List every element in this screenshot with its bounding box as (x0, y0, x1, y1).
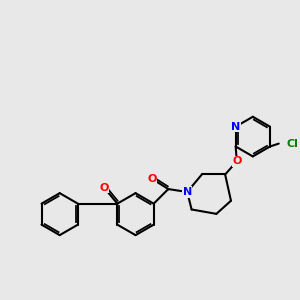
Text: O: O (232, 156, 242, 167)
Text: N: N (183, 187, 192, 197)
Text: O: O (148, 174, 157, 184)
Text: N: N (231, 122, 240, 132)
Text: O: O (100, 183, 109, 193)
Text: Cl: Cl (286, 139, 298, 148)
